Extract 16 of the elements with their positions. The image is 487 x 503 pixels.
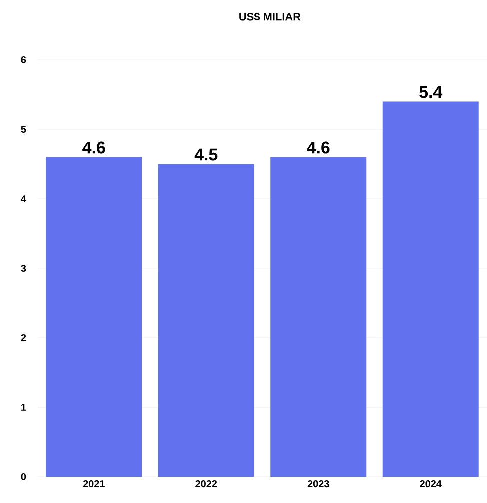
x-tick-label: 2024 xyxy=(420,480,442,488)
y-tick-label: 1 xyxy=(21,404,26,411)
y-tick-label: 6 xyxy=(21,56,26,64)
data-label: 5.4 xyxy=(420,86,442,98)
data-label: 4.6 xyxy=(82,142,106,154)
y-tick-label: 5 xyxy=(21,126,26,133)
data-label: 4.5 xyxy=(194,148,218,161)
y-tick-label: 3 xyxy=(21,264,26,272)
x-tick-label: 2021 xyxy=(83,480,105,488)
chart-title: US$ MILIAR xyxy=(240,12,301,22)
data-label: 4.6 xyxy=(307,142,330,154)
y-tick-label: 4 xyxy=(21,196,26,202)
x-tick-label: 2022 xyxy=(196,480,217,488)
y-tick-label: 2 xyxy=(21,334,26,342)
y-tick-label: 0 xyxy=(21,473,26,481)
x-tick-label: 2023 xyxy=(308,480,330,488)
